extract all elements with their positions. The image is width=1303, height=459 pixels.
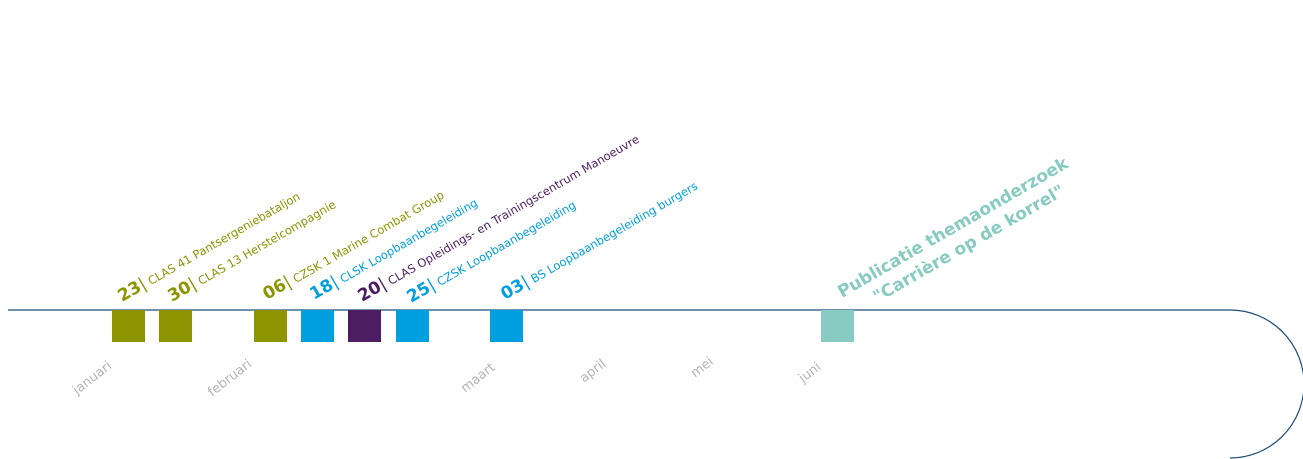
month-labels: januari februari maart april mei juni bbox=[69, 354, 824, 400]
month-label-januari: januari bbox=[69, 359, 114, 399]
publication-line-2: "Carrière op de korrel" bbox=[870, 181, 1068, 307]
event-marker-06 bbox=[254, 310, 287, 342]
publication-line-1: Publicatie themaonderzoek bbox=[835, 153, 1073, 302]
event-name: BS Loopbaanbegeleiding burgers bbox=[528, 179, 700, 286]
event-marker-30 bbox=[159, 310, 192, 342]
event-marker-03 bbox=[490, 310, 523, 342]
publication-label: Publicatie themaonderzoek "Carrière op d… bbox=[835, 151, 1089, 322]
timeline-line bbox=[8, 309, 1303, 459]
event-marker-20 bbox=[348, 310, 381, 342]
event-labels: 23|CLAS 41 Pantsergeniebataljon 30|CLAS … bbox=[115, 132, 1089, 322]
event-markers bbox=[112, 310, 854, 342]
month-label-februari: februari bbox=[205, 357, 255, 400]
month-label-april: april bbox=[577, 357, 609, 387]
event-marker-23 bbox=[112, 310, 145, 342]
month-label-maart: maart bbox=[458, 360, 498, 396]
event-marker-25 bbox=[396, 310, 429, 342]
month-label-mei: mei bbox=[688, 354, 716, 381]
event-marker-18 bbox=[301, 310, 334, 342]
publication-marker bbox=[821, 310, 854, 342]
month-label-juni: juni bbox=[795, 360, 824, 387]
